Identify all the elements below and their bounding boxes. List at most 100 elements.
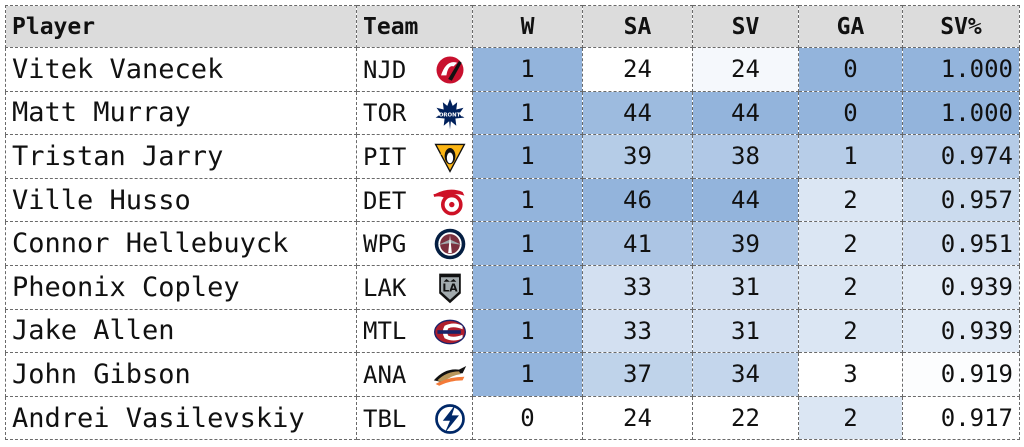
column-header-ga: GA [798,5,903,48]
goals-against-cell: 2 [798,308,903,354]
lightning-logo-icon [431,400,469,438]
column-header-sv: SV [692,5,799,48]
team-abbreviation: MTL [363,317,407,346]
shots-against-cell: 33 [582,264,693,310]
table-row: Tristan Jarry PIT 1 39 38 1 0.974 [5,134,1020,179]
shots-against-cell: 33 [582,308,693,354]
wins-cell: 1 [472,308,583,354]
team-cell: TBL [356,395,473,441]
column-header-player: Player [5,5,357,48]
table-body: Vitek Vanecek NJD 1 24 24 0 1.000 Matt Murray TO… [5,47,1020,441]
player-name-cell: Tristan Jarry [5,134,357,179]
table-row: Connor Hellebuyck WPG 1 41 39 2 0.951 [5,221,1020,266]
table-row: Vitek Vanecek NJD 1 24 24 0 1.000 [5,47,1020,92]
goals-against-cell: 2 [798,395,903,441]
player-name-cell: Matt Murray [5,90,357,136]
save-pct-cell: 0.939 [902,264,1020,310]
saves-cell: 24 [692,47,799,92]
save-pct-cell: 0.939 [902,308,1020,354]
team-abbreviation: PIT [363,142,407,171]
wins-cell: 1 [472,47,583,92]
penguins-logo-icon [431,138,469,176]
team-abbreviation: WPG [363,230,407,259]
save-pct-cell: 0.919 [902,352,1020,397]
wins-cell: 1 [472,90,583,136]
saves-cell: 38 [692,134,799,179]
table-row: Andrei Vasilevskiy TBL 0 24 22 2 0.917 [5,395,1020,441]
shots-against-cell: 37 [582,352,693,397]
shots-against-cell: 44 [582,90,693,136]
team-abbreviation: NJD [363,55,407,84]
player-name-cell: Ville Husso [5,177,357,223]
saves-cell: 31 [692,264,799,310]
goalie-stats-table: Player Team W SA SV GA SV% Vitek Vanecek… [5,5,1020,441]
column-header-w: W [472,5,583,48]
goals-against-cell: 0 [798,47,903,92]
saves-cell: 31 [692,308,799,354]
save-pct-cell: 1.000 [902,90,1020,136]
goals-against-cell: 1 [798,134,903,179]
wins-cell: 0 [472,395,583,441]
column-header-sa: SA [582,5,693,48]
team-cell: MTL [356,308,473,354]
table-row: Ville Husso DET 1 46 44 2 0.957 [5,177,1020,223]
shots-against-cell: 24 [582,47,693,92]
team-abbreviation: DET [363,186,407,215]
team-cell: WPG [356,221,473,266]
devils-logo-icon [431,51,469,89]
saves-cell: 34 [692,352,799,397]
player-name-cell: Pheonix Copley [5,264,357,310]
goals-against-cell: 0 [798,90,903,136]
player-name-cell: John Gibson [5,352,357,397]
save-pct-cell: 0.917 [902,395,1020,441]
jets-logo-icon [431,225,469,263]
save-pct-cell: 1.000 [902,47,1020,92]
wins-cell: 1 [472,352,583,397]
saves-cell: 39 [692,221,799,266]
save-pct-cell: 0.974 [902,134,1020,179]
save-pct-cell: 0.951 [902,221,1020,266]
header-row: Player Team W SA SV GA SV% [5,5,1020,48]
team-cell: LAK LA [356,264,473,310]
column-header-sv-pct: SV% [902,5,1020,48]
wins-cell: 1 [472,177,583,223]
goals-against-cell: 2 [798,177,903,223]
shots-against-cell: 24 [582,395,693,441]
team-abbreviation: LAK [363,273,407,302]
player-name-cell: Andrei Vasilevskiy [5,395,357,441]
player-name-cell: Connor Hellebuyck [5,221,357,266]
player-name-cell: Jake Allen [5,308,357,354]
team-abbreviation: TBL [363,404,407,433]
team-abbreviation: TOR [363,99,407,128]
goals-against-cell: 2 [798,264,903,310]
table-row: Matt Murray TOR TORONTO 1 44 44 0 1.000 [5,90,1020,136]
table-row: Pheonix Copley LAK LA 1 33 31 2 0.939 [5,264,1020,310]
kings-logo-icon: LA [431,269,469,307]
team-cell: DET [356,177,473,223]
goals-against-cell: 3 [798,352,903,397]
wins-cell: 1 [472,264,583,310]
shots-against-cell: 41 [582,221,693,266]
wins-cell: 1 [472,134,583,179]
saves-cell: 44 [692,90,799,136]
column-header-team: Team [356,5,473,48]
shots-against-cell: 46 [582,177,693,223]
team-cell: ANA [356,352,473,397]
table-row: Jake Allen MTL 1 33 31 2 0.939 [5,308,1020,354]
goals-against-cell: 2 [798,221,903,266]
team-cell: TOR TORONTO [356,90,473,136]
shots-against-cell: 39 [582,134,693,179]
player-name-cell: Vitek Vanecek [5,47,357,92]
svg-text:TORONTO: TORONTO [435,112,465,118]
ducks-logo-icon [431,356,469,394]
team-cell: NJD [356,47,473,92]
svg-text:LA: LA [442,282,458,295]
canadiens-logo-icon [431,313,469,351]
red-wings-logo-icon [431,182,469,220]
team-cell: PIT [356,134,473,179]
table-row: John Gibson ANA 1 37 34 3 0.919 [5,352,1020,397]
maple-leafs-logo-icon: TORONTO [431,95,469,133]
saves-cell: 44 [692,177,799,223]
wins-cell: 1 [472,221,583,266]
